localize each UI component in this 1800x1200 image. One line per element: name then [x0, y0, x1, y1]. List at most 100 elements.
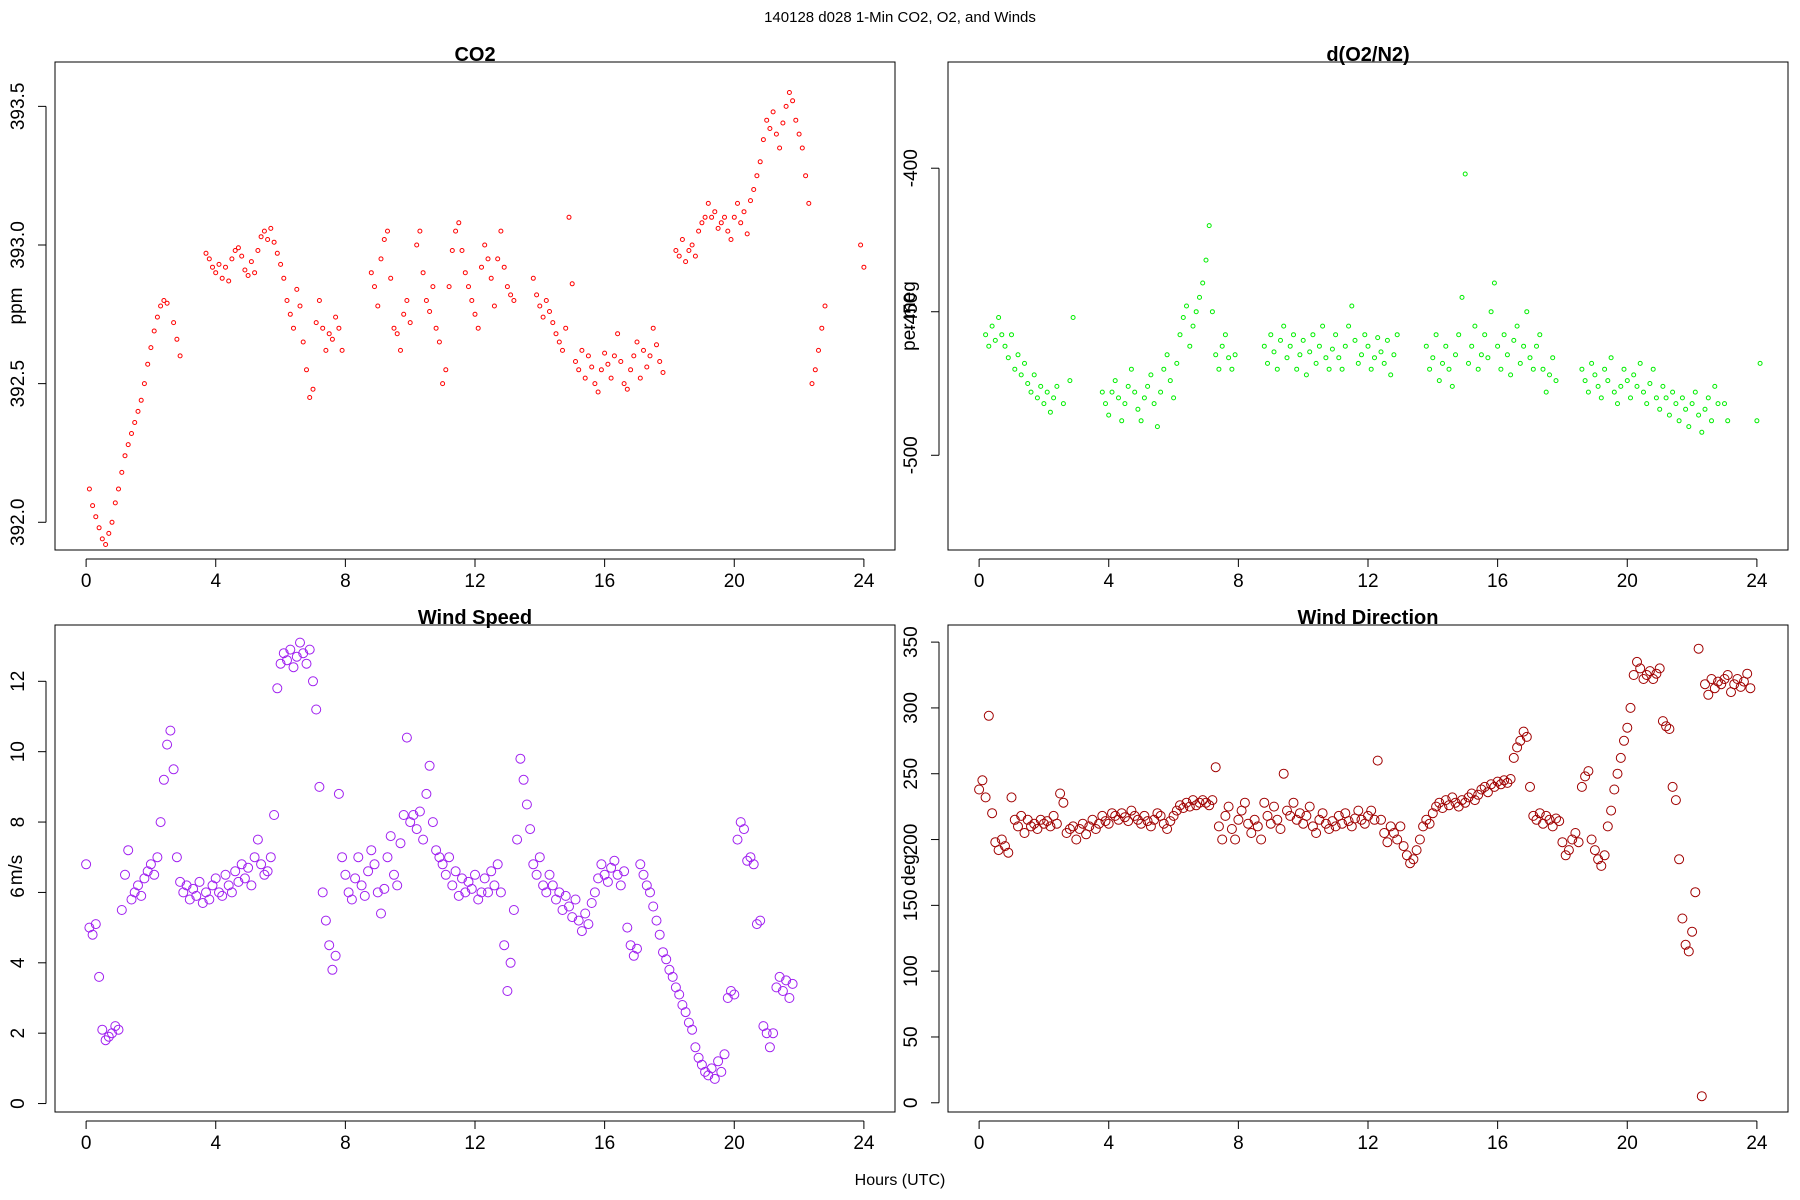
data-point: [324, 940, 335, 951]
data-point: [116, 486, 121, 492]
data-point: [1180, 315, 1186, 320]
data-point: [168, 764, 179, 775]
data-point: [624, 386, 630, 392]
data-point: [1359, 352, 1364, 358]
data-point: [757, 159, 763, 165]
data-point: [420, 270, 426, 276]
data-point: [677, 1000, 688, 1010]
data-point: [632, 943, 642, 954]
data-point: [430, 284, 436, 290]
data-point: [1103, 401, 1108, 407]
x-tick-label: 0: [81, 571, 92, 592]
x-tick-label: 4: [1103, 1133, 1114, 1154]
data-point: [1031, 372, 1037, 378]
data-point: [1687, 926, 1698, 937]
data-point: [595, 389, 601, 395]
data-point: [392, 880, 403, 891]
data-point: [777, 986, 788, 996]
data-point: [696, 228, 702, 234]
data-point: [125, 442, 131, 448]
data-point: [1346, 323, 1352, 329]
data-point: [107, 1028, 117, 1039]
y-tick-label: 300: [901, 692, 922, 724]
data-point: [573, 915, 584, 926]
data-point: [674, 989, 685, 1000]
data-point: [181, 880, 192, 891]
data-point: [1492, 776, 1503, 787]
data-point: [138, 397, 144, 403]
data-point: [1560, 850, 1571, 861]
data-point: [87, 929, 98, 940]
data-point: [1216, 366, 1222, 372]
data-point: [440, 869, 451, 880]
data-point: [245, 273, 251, 278]
data-point: [1619, 735, 1629, 746]
data-point: [641, 880, 652, 891]
data-point: [725, 228, 731, 234]
data-point: [784, 993, 795, 1003]
data-point: [637, 375, 643, 381]
data-point: [164, 300, 170, 306]
x-tick-label: 16: [594, 1133, 615, 1154]
data-point: [492, 859, 503, 870]
data-point: [1583, 766, 1594, 777]
data-point: [787, 978, 798, 989]
data-point: [1608, 355, 1614, 361]
data-point: [304, 367, 309, 373]
data-point: [1278, 337, 1283, 343]
data-point: [1679, 395, 1685, 401]
data-point: [154, 314, 160, 320]
data-point: [582, 375, 588, 381]
data-point: [191, 890, 202, 901]
data-point: [1329, 346, 1335, 352]
data-point: [314, 781, 325, 792]
data-point: [1003, 847, 1014, 858]
data-point: [1268, 332, 1274, 338]
data-point: [235, 245, 241, 251]
data-point: [1443, 343, 1449, 349]
data-point: [1259, 797, 1270, 808]
x-tick-label: 4: [210, 1133, 221, 1154]
x-tick-label: 20: [724, 1133, 745, 1154]
y-tick-label: 2: [8, 1028, 29, 1039]
data-point: [1709, 418, 1714, 424]
data-point: [1015, 352, 1021, 358]
data-point: [502, 986, 513, 996]
data-point: [1411, 845, 1422, 856]
data-point: [1145, 821, 1156, 832]
data-point: [1249, 814, 1260, 825]
data-point: [295, 637, 305, 648]
x-tick-label: 8: [340, 571, 351, 592]
data-point: [1482, 332, 1488, 338]
data-point: [456, 220, 462, 226]
data-point: [256, 859, 267, 870]
data-point: [1462, 171, 1468, 177]
data-point: [340, 869, 351, 880]
y-tick-label: 50: [901, 1026, 922, 1047]
panel-co2: CO2 ppm 0 4 8 12 16 20 24 392.0 392.5 393.0 393.5: [6, 44, 896, 592]
data-point: [1223, 801, 1234, 812]
data-point: [385, 228, 390, 234]
data-point: [271, 239, 277, 245]
data-point: [1486, 779, 1497, 790]
data-point: [1265, 818, 1276, 829]
data-point: [1369, 814, 1380, 825]
data-point: [188, 883, 199, 894]
data-point: [336, 325, 342, 331]
data-point: [116, 905, 127, 915]
data-point: [560, 347, 565, 353]
data-point: [223, 880, 234, 891]
data-point: [1440, 795, 1451, 806]
x-tick-label: 20: [1617, 1133, 1638, 1154]
data-point: [230, 866, 241, 877]
data-point: [1647, 381, 1653, 386]
data-point: [1184, 801, 1195, 812]
data-point: [1142, 816, 1153, 827]
data-point: [1544, 814, 1555, 825]
data-point: [201, 887, 211, 898]
data-point: [1349, 303, 1355, 309]
x-tick-label: 12: [1357, 1133, 1378, 1154]
data-point: [1123, 816, 1134, 827]
data-point: [1320, 818, 1331, 829]
data-point: [987, 808, 998, 819]
